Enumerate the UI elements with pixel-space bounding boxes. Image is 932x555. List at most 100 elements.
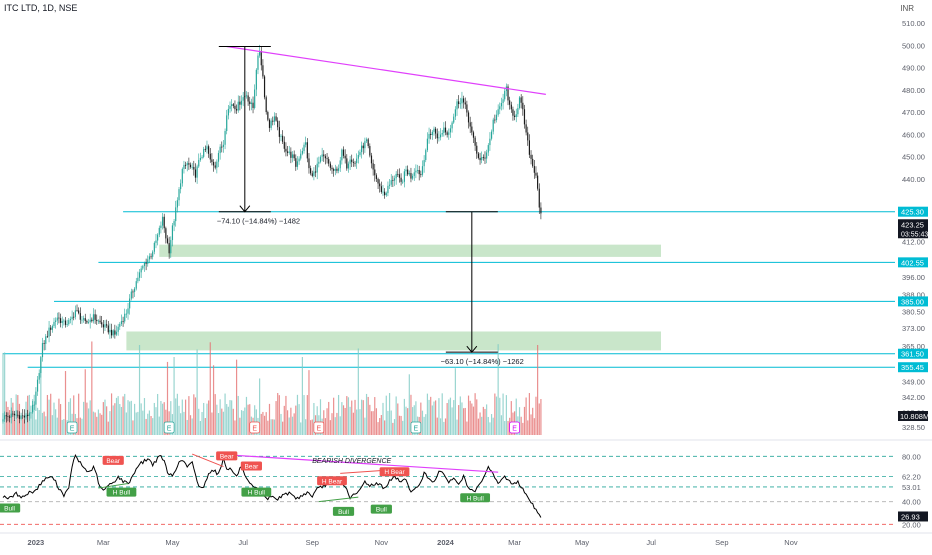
- earnings-marker: E: [66, 421, 78, 434]
- candle-body: [441, 132, 443, 135]
- volume-bar: [481, 416, 483, 435]
- volume-bar: [426, 393, 429, 435]
- volume-bar: [275, 401, 277, 435]
- candle-body: [193, 166, 195, 170]
- chart-title: ITC LTD, 1D, NSE: [4, 3, 78, 13]
- candle-body: [435, 128, 437, 134]
- candle-body: [262, 65, 264, 77]
- rsi-annotation: BEARISH DIVERGENCE: [312, 458, 391, 465]
- rsi-signal-text: Bear: [245, 464, 260, 471]
- price-level-text: 425.30: [901, 208, 924, 217]
- candle-body: [41, 343, 44, 358]
- volume-bar: [125, 412, 127, 435]
- candle-body: [471, 126, 473, 133]
- volume-bar: [59, 404, 62, 435]
- volume-bar: [439, 418, 442, 435]
- volume-bar: [500, 415, 503, 435]
- candle-body: [208, 146, 210, 154]
- candle-body: [408, 173, 410, 175]
- candle-body: [523, 109, 526, 125]
- volume-bar: [495, 396, 498, 435]
- volume-bar: [69, 398, 72, 435]
- volume-bar: [300, 422, 302, 435]
- price-level-badge: 402.55: [898, 257, 928, 268]
- volume-bar: [482, 406, 484, 435]
- candle-body: [153, 242, 155, 252]
- candle-body: [180, 183, 182, 190]
- volume-bar: [64, 371, 67, 435]
- volume-bar: [505, 395, 507, 435]
- rsi-signal-box: [379, 467, 410, 477]
- candle-body: [25, 414, 27, 418]
- candle-body: [290, 151, 292, 158]
- price-tick-label: 470.00: [902, 108, 925, 117]
- price-level-box: [898, 257, 928, 268]
- candle-body: [277, 120, 279, 128]
- volume-bar: [22, 417, 24, 435]
- candle-body: [537, 175, 539, 189]
- volume-bar: [385, 395, 387, 435]
- volume-bar: [451, 407, 453, 435]
- volume-bar: [438, 398, 440, 435]
- candle-body: [273, 116, 276, 122]
- candle-body: [86, 320, 88, 323]
- candle-body: [451, 122, 453, 129]
- price-tick-label: 490.00: [902, 64, 925, 73]
- candle-body: [497, 109, 499, 115]
- rsi-signal-box: [317, 476, 347, 486]
- volume-bar: [403, 398, 405, 435]
- rsi-signal-label: H Bear: [317, 476, 347, 486]
- candle-body: [165, 228, 167, 239]
- candle-body: [18, 415, 21, 419]
- candle-body: [171, 225, 174, 241]
- candle-body: [342, 149, 345, 156]
- volume-bar: [120, 406, 123, 435]
- volume-bar: [221, 408, 223, 435]
- volume-bar: [525, 397, 527, 435]
- candle-body: [35, 391, 37, 405]
- volume-bar: [349, 406, 351, 435]
- candle-body: [275, 116, 277, 121]
- rsi-tick-label: 62.20: [902, 473, 921, 482]
- volume-bar: [8, 410, 11, 435]
- candle-body: [426, 138, 429, 151]
- volume-bar: [537, 345, 539, 435]
- candle-body: [79, 313, 81, 320]
- rsi-signal-label: Bear: [102, 455, 124, 465]
- candle-body: [166, 238, 169, 243]
- candle-body: [500, 103, 503, 107]
- volume-bar: [415, 401, 417, 435]
- candle-body: [107, 325, 109, 333]
- candle-body: [175, 207, 177, 222]
- candle-body: [443, 127, 445, 133]
- volume-bar: [129, 401, 131, 435]
- price-tick-label: 460.00: [902, 130, 925, 139]
- volume-bar: [282, 421, 284, 435]
- candle-body: [469, 122, 471, 127]
- volume-bar: [347, 397, 350, 435]
- rsi-last-value: 26.93: [901, 512, 920, 521]
- volume-bar: [337, 394, 340, 435]
- candle-body: [268, 119, 271, 128]
- candle-body: [306, 142, 308, 159]
- volume-bar: [147, 413, 149, 435]
- volume-bar: [319, 399, 322, 435]
- volume-bar: [209, 342, 211, 435]
- volume-bar: [328, 401, 330, 435]
- rsi-signal-label: Bull: [0, 503, 21, 512]
- candle-body: [28, 413, 30, 417]
- earnings-letter: E: [252, 426, 257, 433]
- candle-body: [402, 181, 404, 183]
- candle-body: [375, 175, 378, 179]
- candle-body: [296, 161, 299, 167]
- volume-bar: [150, 416, 152, 435]
- volume-bar: [163, 402, 165, 435]
- candle-body: [83, 318, 85, 320]
- volume-bar: [283, 405, 285, 435]
- volume-bar: [43, 411, 45, 435]
- candle-body: [354, 162, 356, 164]
- candle-body: [33, 404, 35, 406]
- volume-bar: [398, 415, 401, 435]
